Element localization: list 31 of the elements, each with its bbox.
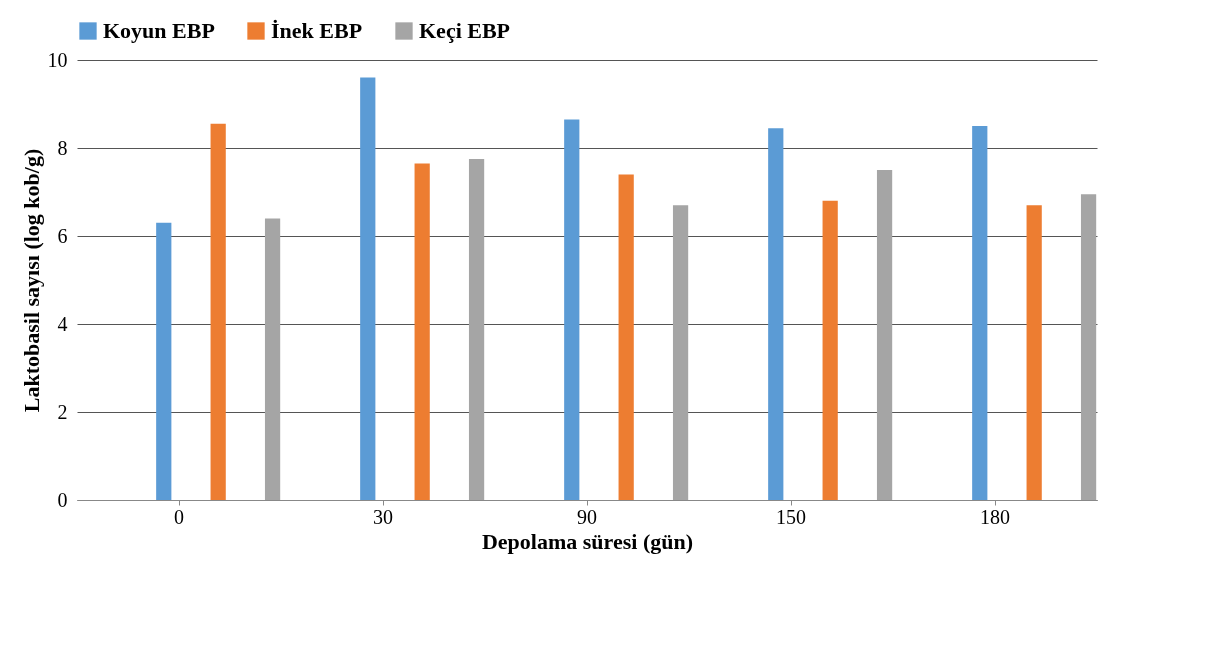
bar [972,126,988,500]
bar [414,163,430,500]
y-tick-label: 6 [57,224,68,247]
bar [210,123,226,500]
x-tick-label: 180 [980,505,1010,528]
y-tick-label: 2 [57,400,68,423]
x-tick-label: 90 [577,505,597,528]
bar [564,119,580,500]
bar [156,222,172,500]
bar [468,159,485,500]
legend-label: Keçi EBP [419,18,511,43]
bar [360,77,376,500]
x-tick-label: 150 [776,505,806,528]
x-tick-label: 30 [373,505,393,528]
y-tick-label: 10 [47,48,68,71]
legend-label: İnek EBP [271,18,363,43]
bar [618,174,634,500]
x-axis-title: Depolama süresi (gün) [481,528,694,554]
y-axis-title: Laktobasil sayısı (log kob/g) [18,148,44,413]
bar [1026,205,1042,500]
y-tick-label: 0 [57,488,68,511]
bar [672,205,689,500]
x-tick-label: 0 [174,505,184,528]
y-tick-label: 8 [57,136,68,159]
bar [822,200,838,500]
bar [1080,194,1097,500]
legend-label: Koyun EBP [103,18,215,43]
bar [876,170,893,500]
bar [768,128,784,500]
bar [264,218,281,500]
y-tick-label: 4 [57,312,68,335]
